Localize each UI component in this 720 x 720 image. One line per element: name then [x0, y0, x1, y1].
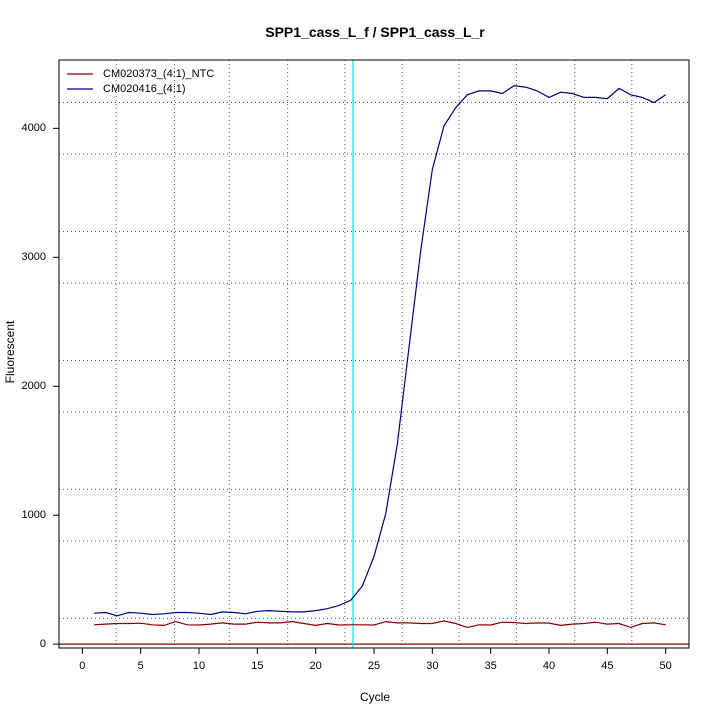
x-tick-label: 5	[138, 660, 144, 672]
x-tick-label: 10	[193, 660, 205, 672]
series	[93, 85, 667, 629]
y-axis: 0 1000 2000 3000 4000	[22, 122, 60, 650]
y-tick-label: 2000	[22, 380, 46, 392]
legend-label-1: CM020416_(4:1)	[103, 83, 186, 95]
reference-lines	[59, 60, 689, 648]
grid	[59, 60, 689, 648]
x-tick-label: 25	[368, 660, 380, 672]
y-tick-label: 4000	[22, 122, 46, 134]
y-tick-label: 3000	[22, 251, 46, 263]
series-line-1	[93, 85, 667, 617]
y-tick-label: 0	[40, 638, 46, 650]
x-tick-label: 40	[543, 660, 555, 672]
x-tick-label: 35	[485, 660, 497, 672]
x-tick-label: 0	[79, 660, 85, 672]
chart-title: SPP1_cass_L_f / SPP1_cass_L_r	[265, 24, 485, 40]
x-tick-label: 15	[251, 660, 263, 672]
x-tick-label: 50	[660, 660, 672, 672]
x-tick-label: 20	[310, 660, 322, 672]
legend: CM020373_(4:1)_NTC CM020416_(4:1)	[67, 68, 214, 95]
y-axis-label: Fluorescent	[3, 320, 17, 383]
plot-frame	[58, 59, 690, 649]
x-axis-label: Cycle	[360, 690, 390, 704]
x-axis: 0 5 10 15 20 25 30 35 40 45 50	[79, 647, 672, 672]
x-tick-label: 30	[426, 660, 438, 672]
x-tick-label: 45	[601, 660, 613, 672]
series-line-0	[93, 620, 666, 629]
y-tick-label: 1000	[22, 509, 46, 521]
legend-label-0: CM020373_(4:1)_NTC	[103, 68, 214, 80]
